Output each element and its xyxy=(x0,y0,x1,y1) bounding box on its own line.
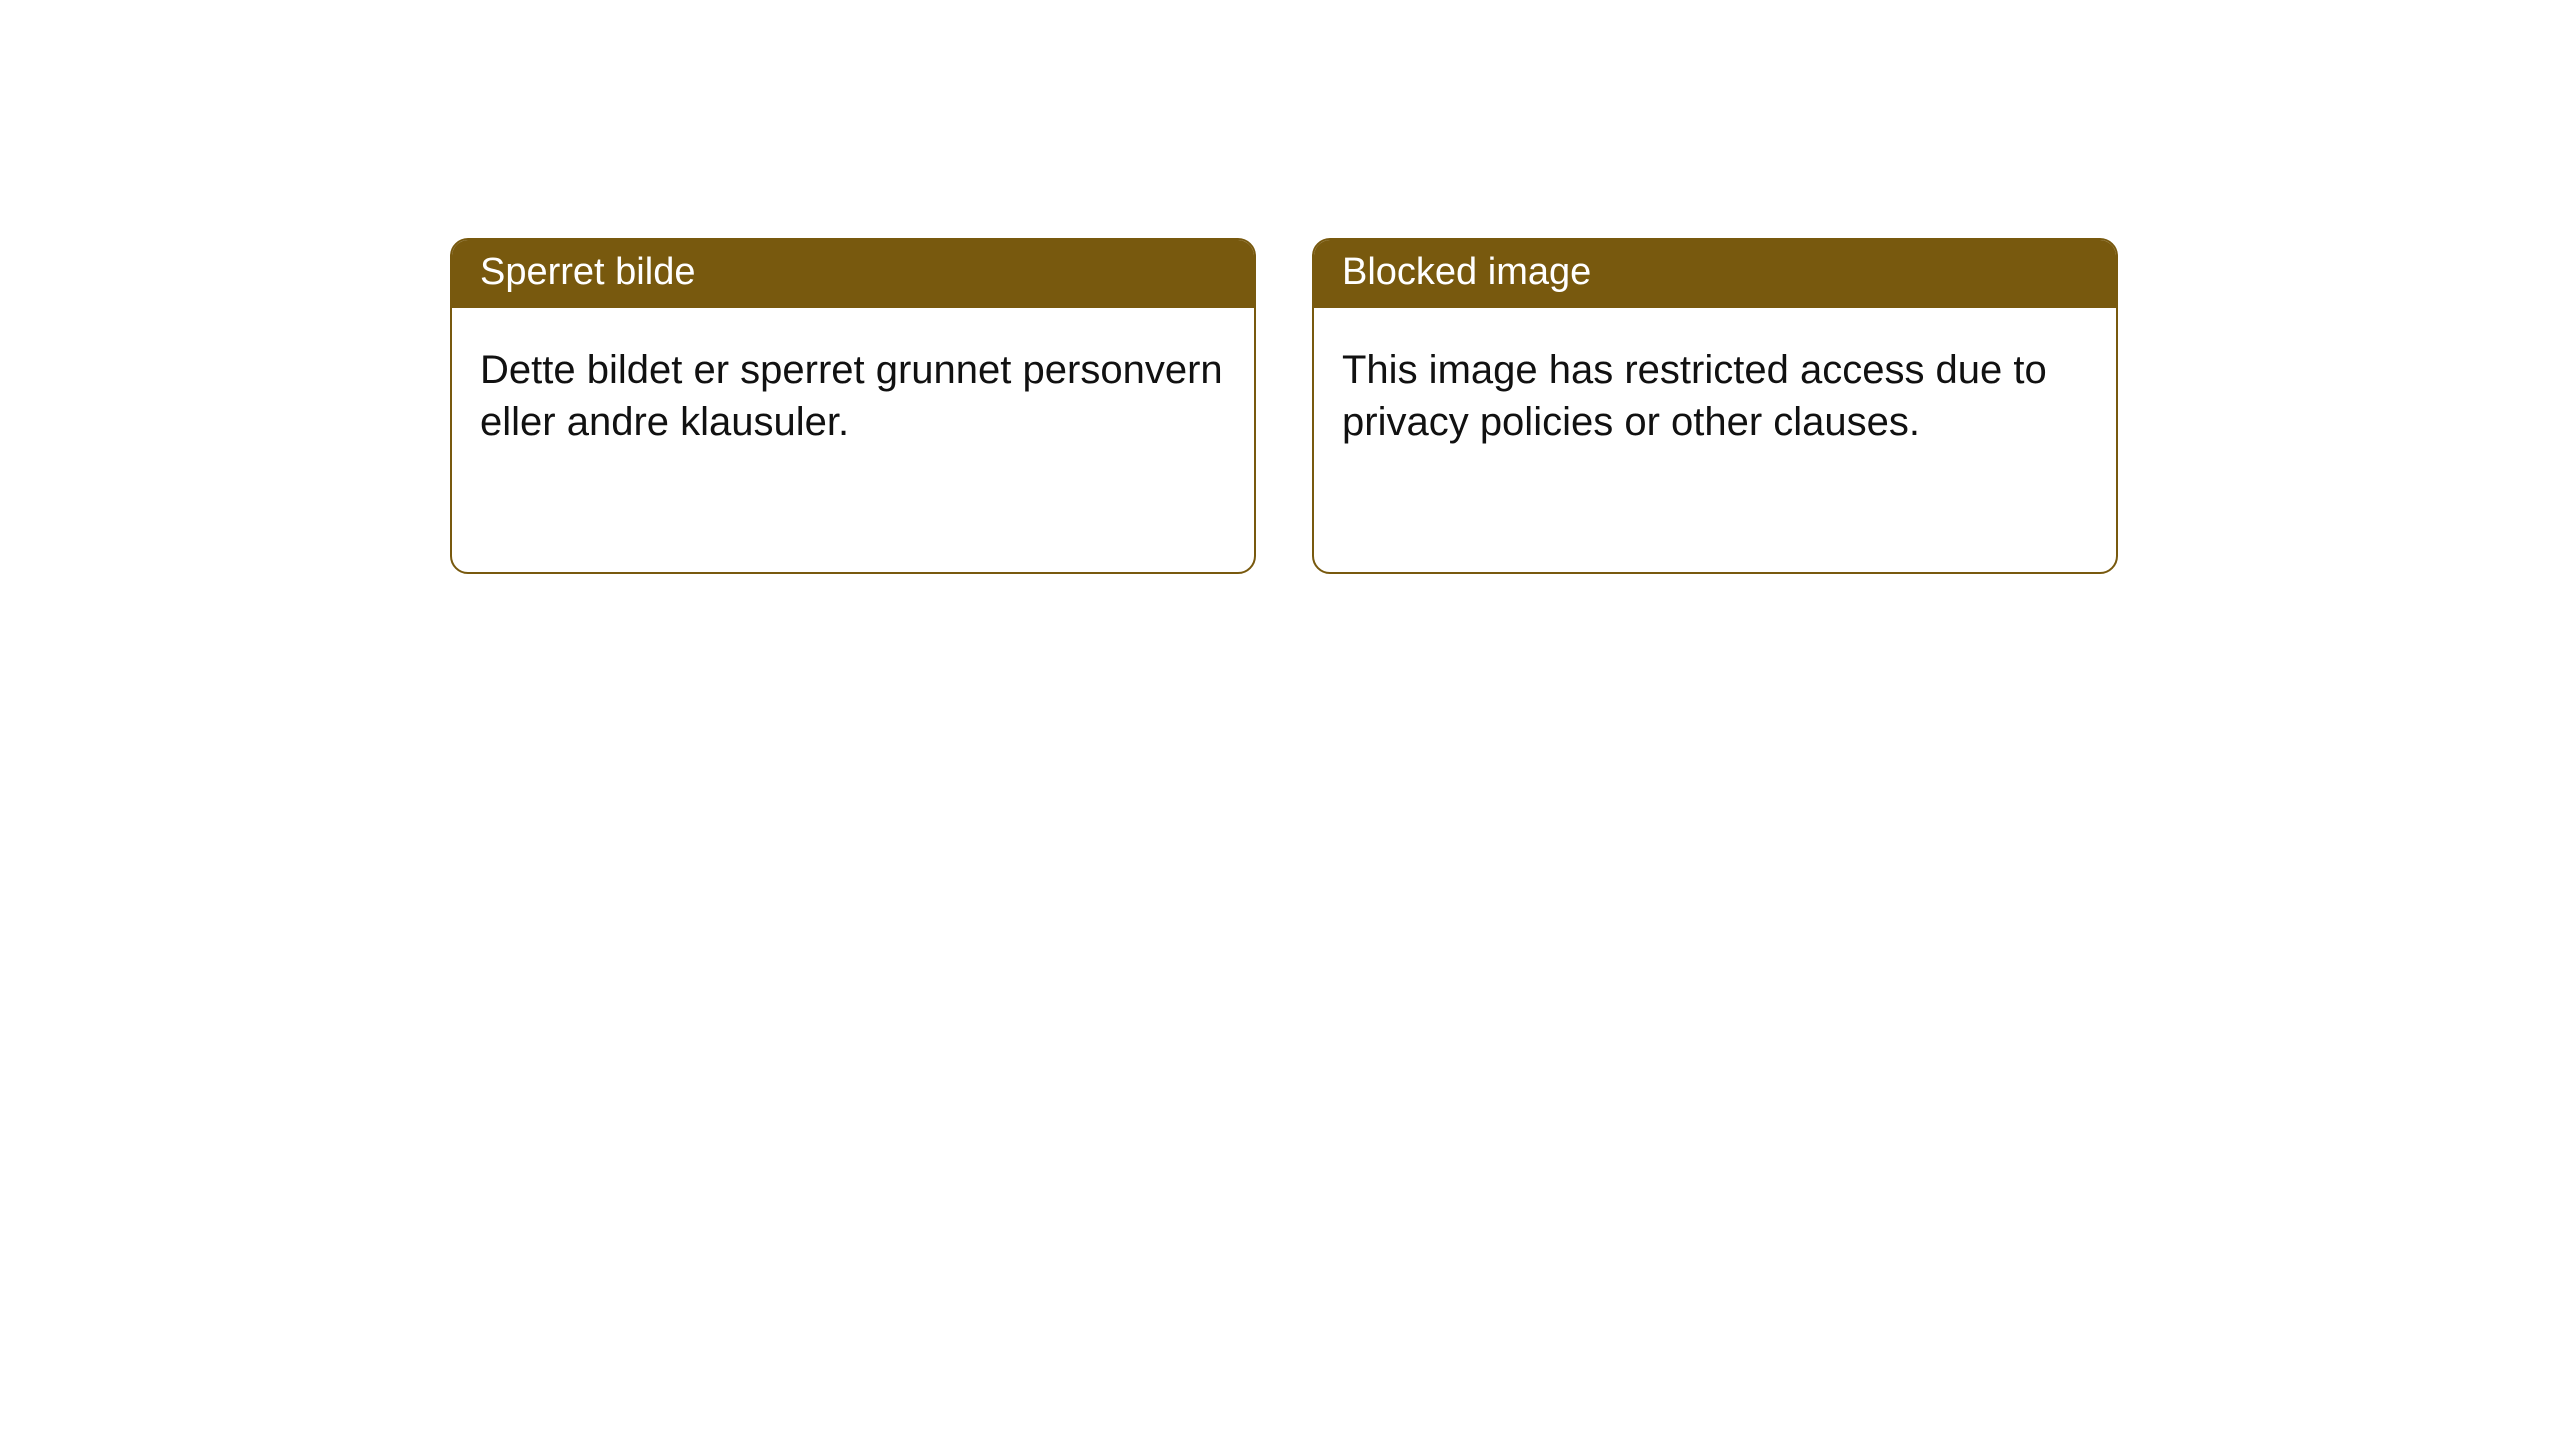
notice-card-english: Blocked image This image has restricted … xyxy=(1312,238,2118,574)
card-header: Blocked image xyxy=(1314,240,2116,308)
notice-card-norwegian: Sperret bilde Dette bildet er sperret gr… xyxy=(450,238,1256,574)
card-header: Sperret bilde xyxy=(452,240,1254,308)
card-body: Dette bildet er sperret grunnet personve… xyxy=(452,308,1254,486)
card-body: This image has restricted access due to … xyxy=(1314,308,2116,486)
notice-cards-container: Sperret bilde Dette bildet er sperret gr… xyxy=(450,238,2118,574)
